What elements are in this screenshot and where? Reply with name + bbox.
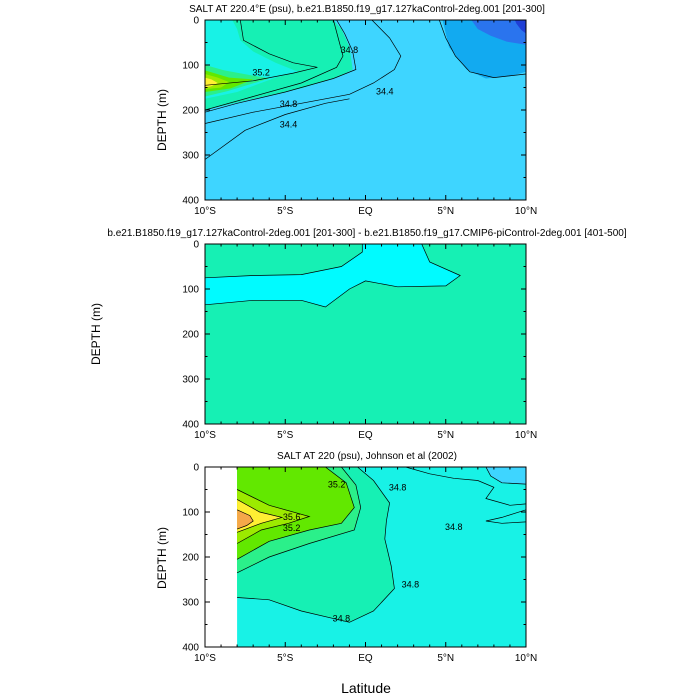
y-tick-label: 0 xyxy=(193,16,199,27)
x-tick-label: 5°N xyxy=(437,430,454,441)
y-tick-label: 0 xyxy=(193,240,199,251)
panel-title: b.e21.B1850.f19_g17.127kaControl-2deg.00… xyxy=(107,228,626,239)
y-axis-label: DEPTH (m) xyxy=(155,89,169,151)
contour-fill-sky xyxy=(485,467,526,485)
x-tick-label: 5°N xyxy=(437,206,454,217)
contour-line xyxy=(205,20,402,124)
x-tick-label: EQ xyxy=(358,206,373,217)
panel-model-salinity: SALT AT 220.4°E (psu), b.e21.B1850.f19_g… xyxy=(155,4,545,217)
contour-line xyxy=(205,20,344,111)
axes: 10°S 5°S EQ 5°N 10°N 0 100 200 300 400 xyxy=(182,463,537,665)
x-tick-label: EQ xyxy=(358,430,373,441)
contour-fill-aqua xyxy=(205,244,461,307)
y-tick-label: 200 xyxy=(182,330,199,341)
contour-line xyxy=(205,244,461,308)
contour-line xyxy=(205,20,318,86)
contour-line xyxy=(236,467,362,574)
contour-line xyxy=(485,509,526,524)
contour-line xyxy=(236,509,254,530)
panel-difference: b.e21.B1850.f19_g17.127kaControl-2deg.00… xyxy=(89,228,627,441)
y-axis-label: DEPTH (m) xyxy=(89,303,103,365)
contour-plot: 35.235.635.234.834.834.834.8 xyxy=(236,467,526,647)
contour-label: 34.8 xyxy=(280,99,298,109)
y-tick-label: 300 xyxy=(182,598,199,609)
contour-label: 34.8 xyxy=(389,483,407,493)
y-tick-label: 100 xyxy=(182,285,199,296)
contour-line xyxy=(205,98,350,160)
contour-label: 34.8 xyxy=(445,522,463,532)
contour-line xyxy=(237,467,395,623)
y-axis-label: DEPTH (m) xyxy=(155,527,169,589)
contour-label: 34.4 xyxy=(280,120,298,130)
contour-fill-blue_mid xyxy=(471,20,526,45)
contour-line xyxy=(236,489,311,544)
y-tick-label: 400 xyxy=(182,196,199,207)
contour-plot xyxy=(205,244,526,424)
x-tick-label: EQ xyxy=(358,653,373,664)
y-tick-label: 400 xyxy=(182,643,199,654)
x-tick-label: 10°S xyxy=(194,206,216,217)
x-tick-label: 10°N xyxy=(515,653,537,664)
x-tick-label: 10°S xyxy=(194,653,216,664)
contour-line xyxy=(236,467,355,560)
contour-fill-orange xyxy=(237,509,254,530)
contour-line xyxy=(485,467,526,485)
contour-label: 35.2 xyxy=(252,67,270,77)
x-tick-label: 10°N xyxy=(515,206,537,217)
x-tick-label: 5°S xyxy=(277,653,294,664)
panel-observed-salinity: SALT AT 220 (psu), Johnson et al (2002) … xyxy=(155,451,537,696)
y-tick-label: 300 xyxy=(182,375,199,386)
contour-label: 34.8 xyxy=(341,45,359,55)
y-tick-label: 300 xyxy=(182,151,199,162)
x-tick-label: 5°S xyxy=(277,430,294,441)
contour-plot: 35.2 34.8 34.8 34.4 34.4 xyxy=(205,20,526,200)
y-tick-label: 400 xyxy=(182,420,199,431)
contour-label: 34.4 xyxy=(376,86,394,96)
contour-line xyxy=(438,20,526,78)
x-tick-label: 5°S xyxy=(277,206,294,217)
panel-title: SALT AT 220 (psu), Johnson et al (2002) xyxy=(277,451,457,462)
contour-label: 35.2 xyxy=(328,479,346,489)
contour-line xyxy=(205,20,357,113)
y-tick-label: 200 xyxy=(182,553,199,564)
contour-label: 34.8 xyxy=(333,613,351,623)
contour-line xyxy=(405,467,526,506)
x-axis-label: Latitude xyxy=(341,680,391,696)
contour-label: 35.6 xyxy=(283,512,301,522)
y-tick-label: 200 xyxy=(182,106,199,117)
x-tick-label: 10°N xyxy=(515,430,537,441)
x-tick-label: 10°S xyxy=(194,430,216,441)
y-tick-label: 100 xyxy=(182,61,199,72)
y-tick-label: 0 xyxy=(193,463,199,474)
y-tick-label: 100 xyxy=(182,508,199,519)
contour-label: 35.2 xyxy=(283,523,301,533)
contour-line xyxy=(236,499,284,533)
axes: 10°S 5°S EQ 5°N 10°N 0 100 200 300 400 xyxy=(182,240,537,442)
panel-title: SALT AT 220.4°E (psu), b.e21.B1850.f19_g… xyxy=(189,4,545,15)
axes: 10°S 5°S EQ 5°N 10°N 0 100 200 300 400 xyxy=(182,16,537,218)
x-tick-label: 5°N xyxy=(437,653,454,664)
contour-line xyxy=(205,244,363,279)
contour-label: 34.8 xyxy=(402,579,420,589)
contour-fill-blue_dark xyxy=(514,20,526,34)
